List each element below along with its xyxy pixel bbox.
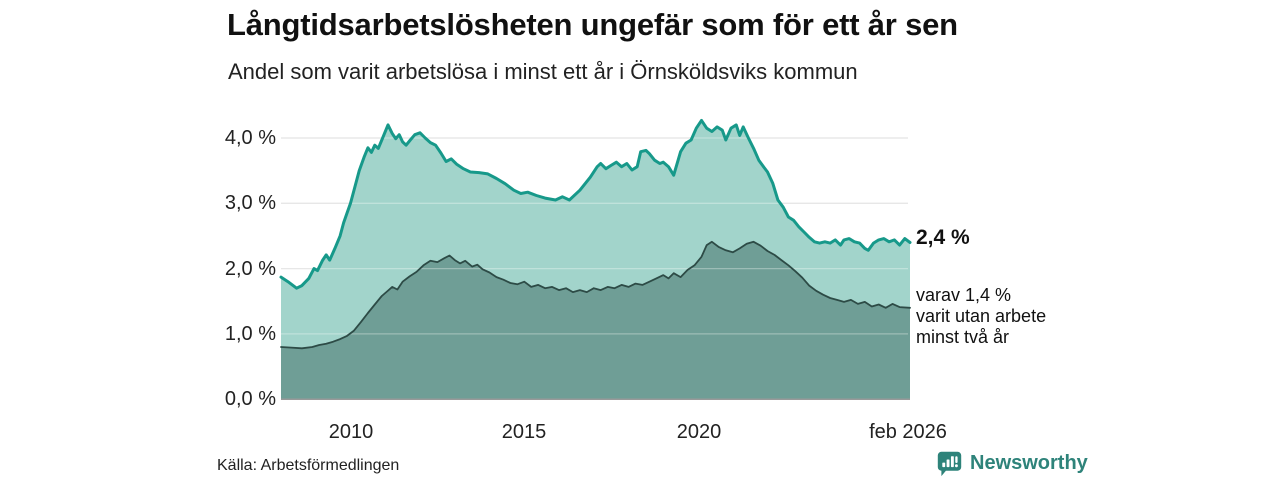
y-axis-tick-label: 4,0 % (224, 127, 276, 149)
y-axis-tick-label: 1,0 % (224, 323, 276, 345)
page-title: Långtidsarbetslösheten ungefär som för e… (227, 7, 958, 42)
x-axis-tick-label: 2015 (501, 421, 547, 443)
page-subtitle: Andel som varit arbetslösa i minst ett å… (228, 59, 858, 84)
series-end-value-label: 2,4 % (916, 226, 970, 249)
source-attribution: Källa: Arbetsförmedlingen (217, 457, 400, 474)
y-axis-tick-label: 2,0 % (224, 258, 276, 280)
breakdown-line: minst två år (916, 327, 1010, 347)
y-axis-tick-label: 3,0 % (224, 192, 276, 214)
x-axis-tick-label: 2020 (676, 421, 722, 443)
newsworthy-logo-icon (936, 450, 963, 477)
newsworthy-logo[interactable]: Newsworthy (936, 449, 1088, 477)
series-breakdown-annotation: varav 1,4 % varit utan arbete minst två … (916, 285, 1046, 348)
x-axis-tick-label: feb 2026 (869, 421, 947, 443)
y-axis-tick-label: 0,0 % (224, 388, 276, 410)
newsworthy-wordmark: Newsworthy (970, 451, 1088, 474)
breakdown-line: varav 1,4 % (916, 285, 1012, 305)
breakdown-line: varit utan arbete (916, 306, 1047, 326)
x-axis-tick-label: 2010 (328, 421, 374, 443)
